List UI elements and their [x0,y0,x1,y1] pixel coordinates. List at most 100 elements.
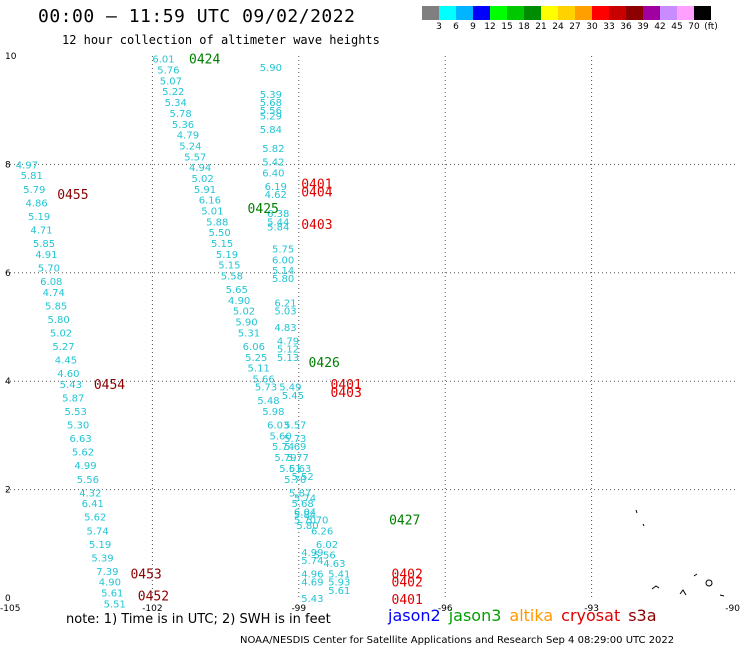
pass-time-label: 0403 [301,218,332,233]
swh-value: 5.02 [191,174,213,185]
swh-value: 5.84 [294,510,316,521]
swh-value: 5.29 [260,112,282,123]
swh-value: 6.08 [40,277,62,288]
pass-time-label: 0403 [331,386,362,401]
legend-entry: jason3 [448,606,502,625]
color-scale-label: 3 [436,22,442,32]
color-scale-label: (ft) [704,22,718,32]
color-swatch [439,6,456,20]
swh-value: 5.30 [67,421,89,432]
swh-value: 7.39 [96,567,118,578]
chart-subtitle: 12 hour collection of altimeter wave hei… [62,33,380,47]
x-tick-label: -93 [584,604,599,614]
swh-value: 5.60 [270,431,292,442]
swh-value: 6.63 [69,434,91,445]
color-scale-label: 39 [637,22,649,32]
swh-value: 5.51 [104,599,126,610]
swh-value: 6.06 [243,342,265,353]
swh-value: 5.74 [301,556,323,567]
swh-value: 4.69 [301,578,323,589]
color-swatch [524,6,541,20]
pass-time-label: 0401 [392,593,423,608]
color-scale-label: 9 [470,22,476,32]
swh-value: 5.75 [272,244,294,255]
x-tick-label: -99 [291,604,306,614]
swh-value: 6.21 [274,299,296,310]
swh-value: 4.83 [274,323,296,334]
swh-value: 5.56 [260,106,282,117]
swh-value: 4.86 [26,198,48,209]
color-swatch [490,6,507,20]
swh-value: 5.36 [172,120,194,131]
color-scale-label: 70 [688,22,700,32]
color-scale-label: 12 [484,22,496,32]
swh-value: 5.50 [209,228,231,239]
swh-value: 4.79 [177,131,199,142]
swh-value: 4.91 [35,250,57,261]
swh-value: 5.74 [87,526,109,537]
swh-value: 5.48 [257,396,279,407]
swh-value: 5.73 [284,434,306,445]
swh-value: 5.84 [267,223,289,234]
swh-value: 5.79 [23,185,45,196]
y-tick-label: 4 [5,377,11,387]
swh-value: 5.61 [279,464,301,475]
swh-value: 5.11 [248,364,270,375]
swh-value: 5.15 [211,239,233,250]
swh-value: 5.27 [52,342,74,353]
pass-time-label: 0425 [248,202,279,217]
swh-value: 5.43 [301,594,323,605]
swh-value: 5.69 [284,442,306,453]
swh-value: 5.45 [282,391,304,402]
swh-value: 5.70 [284,475,306,486]
swh-value: 6.40 [262,169,284,180]
swh-value: 5.74 [272,442,294,453]
swh-value: 5.57 [284,421,306,432]
swh-value: 5.77 [287,453,309,464]
swh-value: 5.87 [289,488,311,499]
swh-value: 5.62 [72,448,94,459]
swh-value: 5.19 [28,212,50,223]
swh-value: 5.02 [50,328,72,339]
swh-value: 6.16 [199,196,221,207]
color-swatch [541,6,558,20]
data-points: 6.015.765.075.225.345.785.364.795.245.57… [16,55,351,611]
swh-value: 5.19 [89,540,111,551]
swh-value: 6.01 [152,55,174,66]
swh-value: 5.65 [226,285,248,296]
swh-value: 5.52 [291,472,313,483]
x-tick-label: -96 [438,604,453,614]
swh-value: 5.66 [252,374,274,385]
pass-time-label: 0454 [94,378,125,393]
swh-value: 4.45 [55,356,77,367]
swh-value: 5.01 [201,206,223,217]
swh-value: 5.58 [221,272,243,283]
swh-value: 4.62 [265,190,287,201]
pass-time-label: 0402 [392,568,423,583]
pass-time-label: 0404 [301,186,332,201]
swh-value: 6.41 [82,499,104,510]
swh-value: 5.76 [157,66,179,77]
swh-value: 5.39 [91,553,113,564]
swh-value: 5.85 [33,239,55,250]
source-credit: NOAA/NESDIS Center for Satellite Applica… [240,635,675,646]
swh-value: 6.02 [316,540,338,551]
swh-value: 5.79 [274,453,296,464]
swh-value: 5.44 [267,217,289,228]
color-swatch [609,6,626,20]
pass-time-label: 0455 [57,188,88,203]
pass-time-label: 0426 [309,356,340,371]
color-swatch [422,6,439,20]
legend-entry: altika [509,606,554,625]
swh-value: 6.04 [294,507,316,518]
color-scale-label: 18 [518,22,530,32]
swh-value: 4.79 [277,337,299,348]
x-tick-label: -102 [142,604,162,614]
swh-value: 5.03 [274,307,296,318]
swh-value: 5.61 [101,589,123,600]
swh-value: 5.74 [294,494,316,505]
swh-value: 5.68 [260,98,282,109]
swh-value: 6.26 [311,526,333,537]
color-scale-label: 6 [453,22,459,32]
